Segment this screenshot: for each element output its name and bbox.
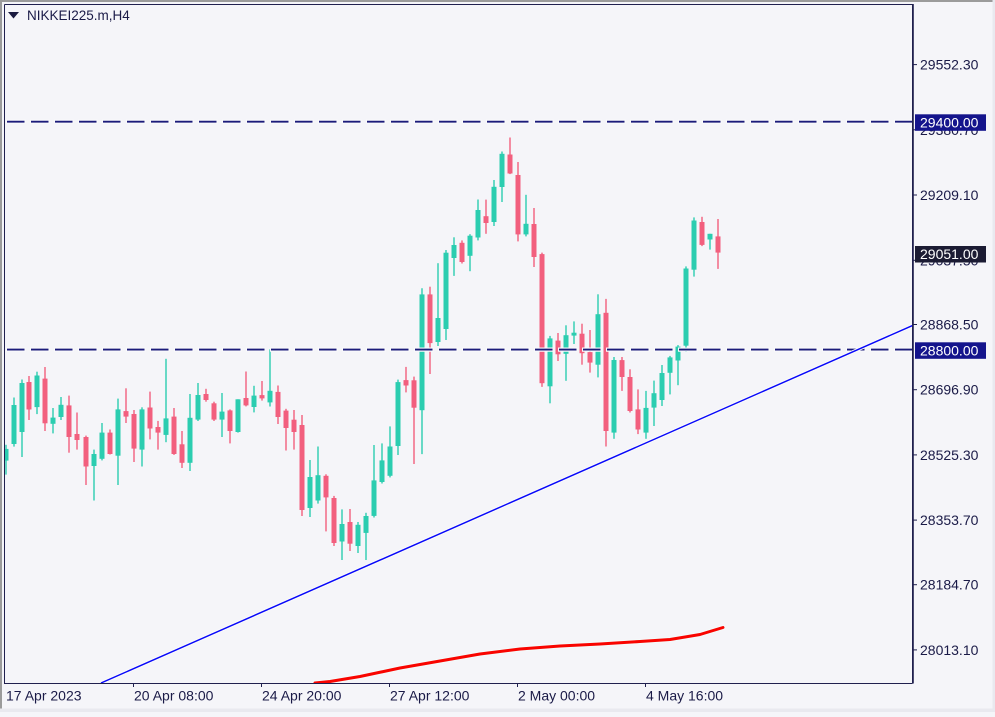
svg-text:28525.30: 28525.30 <box>920 447 979 463</box>
svg-text:28013.10: 28013.10 <box>920 642 979 658</box>
svg-text:NIKKEI225.m,H4: NIKKEI225.m,H4 <box>27 8 130 23</box>
svg-text:17 Apr 2023: 17 Apr 2023 <box>6 688 82 704</box>
svg-text:2 May 00:00: 2 May 00:00 <box>518 688 595 704</box>
svg-text:28868.50: 28868.50 <box>920 317 979 333</box>
svg-text:24 Apr 20:00: 24 Apr 20:00 <box>262 688 342 704</box>
svg-text:28800.00: 28800.00 <box>920 343 979 359</box>
svg-text:28353.70: 28353.70 <box>920 512 979 528</box>
svg-text:4 May 16:00: 4 May 16:00 <box>646 688 723 704</box>
svg-text:27 Apr 12:00: 27 Apr 12:00 <box>390 688 470 704</box>
svg-text:20 Apr 08:00: 20 Apr 08:00 <box>134 688 214 704</box>
svg-text:29051.00: 29051.00 <box>920 246 979 262</box>
svg-text:28184.70: 28184.70 <box>920 577 979 593</box>
svg-text:29209.10: 29209.10 <box>920 187 979 203</box>
svg-text:29400.00: 29400.00 <box>920 115 979 131</box>
svg-text:29552.30: 29552.30 <box>920 57 979 73</box>
svg-text:28696.90: 28696.90 <box>920 382 979 398</box>
